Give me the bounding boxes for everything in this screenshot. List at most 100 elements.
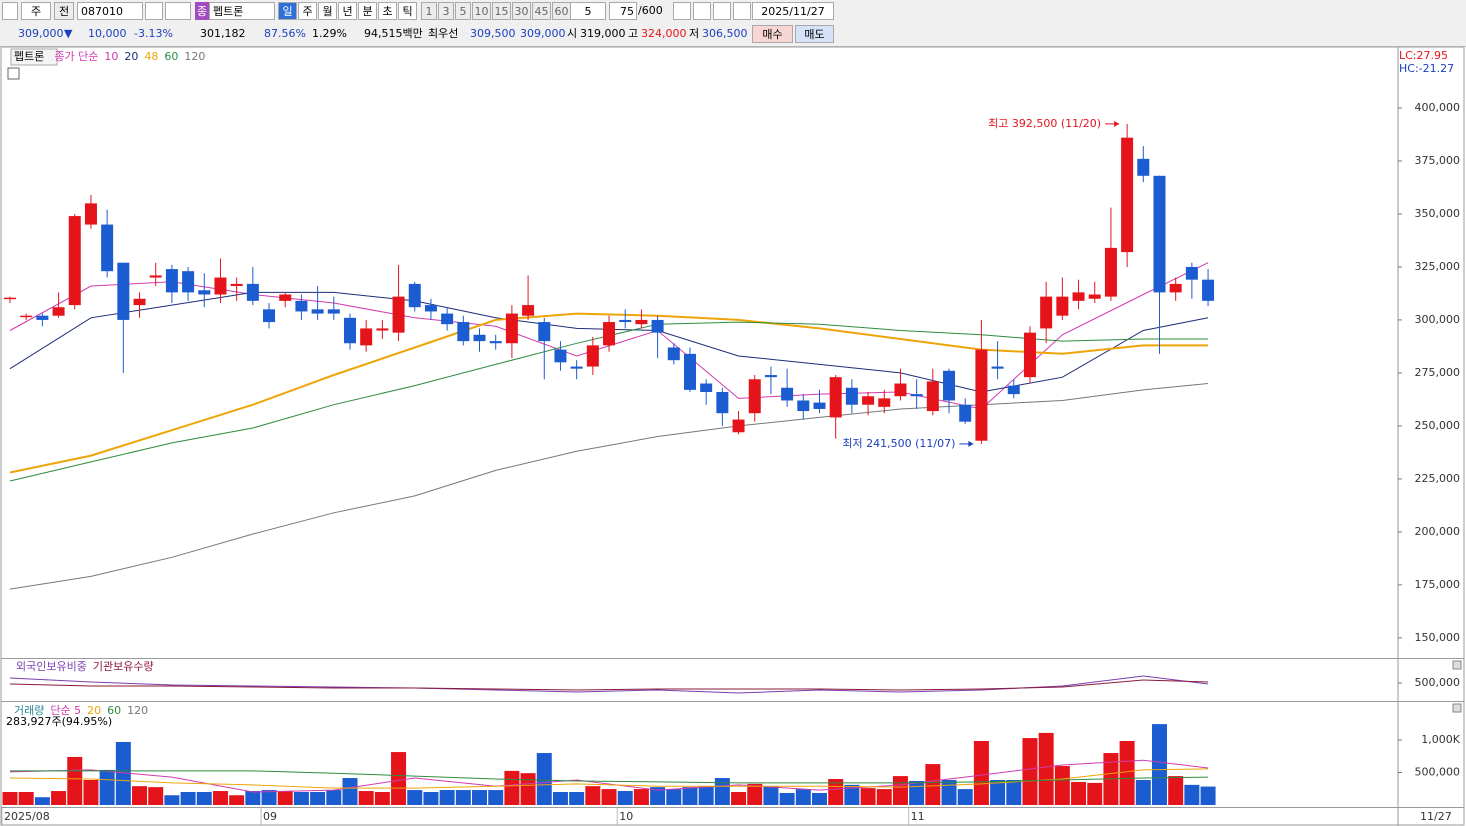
- volume-bar: [601, 789, 617, 805]
- candle-body: [1088, 294, 1101, 299]
- icon[interactable]: [713, 2, 731, 20]
- volume-bar: [990, 779, 1006, 805]
- unit-button[interactable]: 10: [472, 2, 491, 20]
- unit-button[interactable]: 3: [438, 2, 454, 20]
- line-series: [9, 321, 1209, 482]
- candle-body: [570, 366, 583, 369]
- sell-button[interactable]: 매도: [795, 25, 834, 43]
- volume-bar: [180, 792, 196, 805]
- low-label: 저: [689, 27, 700, 40]
- candle-body: [1104, 247, 1117, 297]
- candle-body: [424, 305, 437, 312]
- candle-body: [360, 328, 373, 346]
- unit-button[interactable]: 45: [532, 2, 551, 20]
- legend-entry: 60: [164, 50, 178, 63]
- volume-bar: [828, 779, 844, 805]
- candle-body: [910, 394, 923, 397]
- step-select[interactable]: 5: [570, 2, 606, 20]
- volume-bar: [310, 792, 326, 805]
- y-tick-label: 500,000: [1415, 766, 1461, 779]
- volume-bar: [909, 780, 925, 805]
- line-series: [9, 675, 1209, 694]
- candle-body: [538, 322, 551, 342]
- volume-bar: [245, 791, 261, 805]
- candle-body: [408, 283, 421, 308]
- volume-bar: [229, 795, 245, 805]
- candle-body: [68, 216, 81, 306]
- unit-button[interactable]: 일: [278, 2, 297, 20]
- candle-body: [165, 269, 178, 293]
- line-series: [9, 262, 1209, 410]
- close-icon[interactable]: [1452, 660, 1462, 670]
- code-input[interactable]: 087010: [77, 2, 143, 20]
- search-button[interactable]: [145, 2, 163, 20]
- volume-bar: [83, 779, 99, 805]
- ask: 309,500: [470, 27, 516, 40]
- unit-button[interactable]: 30: [512, 2, 531, 20]
- candle-body: [198, 290, 211, 295]
- volume-bar: [714, 778, 730, 805]
- volume-bar: [666, 789, 682, 805]
- legend-entry: 20: [87, 704, 101, 717]
- unit-button[interactable]: 틱: [398, 2, 417, 20]
- sound-button[interactable]: [165, 2, 191, 20]
- y-tick-label: 175,000: [1415, 578, 1461, 591]
- icon[interactable]: [2, 2, 18, 20]
- unit-button[interactable]: 5: [455, 2, 471, 20]
- date-input[interactable]: 2025/11/27: [752, 2, 834, 20]
- candle-body: [52, 307, 65, 316]
- volume-bar: [358, 791, 374, 805]
- candle-body: [959, 404, 972, 422]
- x-tick-label: 11: [911, 810, 925, 823]
- candle-body: [943, 370, 956, 401]
- volume-bar: [1151, 724, 1167, 805]
- candle-body: [781, 387, 794, 401]
- unit-button[interactable]: 60: [552, 2, 571, 20]
- volume-bar: [277, 791, 293, 805]
- unit-button[interactable]: 초: [378, 2, 397, 20]
- period-select[interactable]: 주: [21, 2, 51, 20]
- unit-button[interactable]: 분: [358, 2, 377, 20]
- icon[interactable]: [693, 2, 711, 20]
- unit-button[interactable]: 년: [338, 2, 357, 20]
- candle-body: [586, 345, 599, 367]
- unit-button[interactable]: 주: [298, 2, 317, 20]
- volume-bar: [18, 792, 34, 805]
- y-tick-label: 225,000: [1415, 472, 1461, 485]
- volume-bar: [925, 764, 941, 805]
- volume-bar: [844, 784, 860, 805]
- buy-button[interactable]: 매수: [752, 25, 793, 43]
- stock-name[interactable]: 펩트론: [209, 2, 275, 20]
- volume-bar: [342, 778, 358, 805]
- volume-bar: [67, 756, 83, 805]
- legend-entry: 48: [144, 50, 158, 63]
- pane-icon[interactable]: [7, 67, 20, 80]
- candle-body: [1202, 279, 1215, 301]
- count-input[interactable]: 75: [609, 2, 637, 20]
- subtitle: 283,927주(94.95%): [6, 715, 112, 728]
- unit-button[interactable]: 15: [492, 2, 511, 20]
- icon[interactable]: [673, 2, 691, 20]
- volume-bar: [1184, 784, 1200, 805]
- volume-bar: [779, 792, 795, 805]
- prev-button[interactable]: 전: [54, 2, 74, 20]
- volume-bar: [650, 787, 666, 805]
- volume-bar: [504, 770, 520, 805]
- volume-bar: [860, 788, 876, 805]
- volume-bar: [941, 779, 957, 805]
- close-icon[interactable]: [1452, 703, 1462, 713]
- x-tick-label: 2025/08: [4, 810, 50, 823]
- volume-bar: [164, 795, 180, 805]
- candle-body: [505, 313, 518, 344]
- icon[interactable]: [733, 2, 751, 20]
- unit-button[interactable]: 1: [421, 2, 437, 20]
- volume-bar: [423, 792, 439, 805]
- unit-button[interactable]: 월: [318, 2, 337, 20]
- amount: 94,515백만: [364, 27, 423, 40]
- high: 324,000: [641, 27, 687, 40]
- y-tick-label: 500,000: [1415, 676, 1461, 689]
- candle-body: [862, 396, 875, 405]
- candle-body: [1072, 292, 1085, 301]
- candle-body: [1169, 283, 1182, 293]
- candle-body: [878, 398, 891, 407]
